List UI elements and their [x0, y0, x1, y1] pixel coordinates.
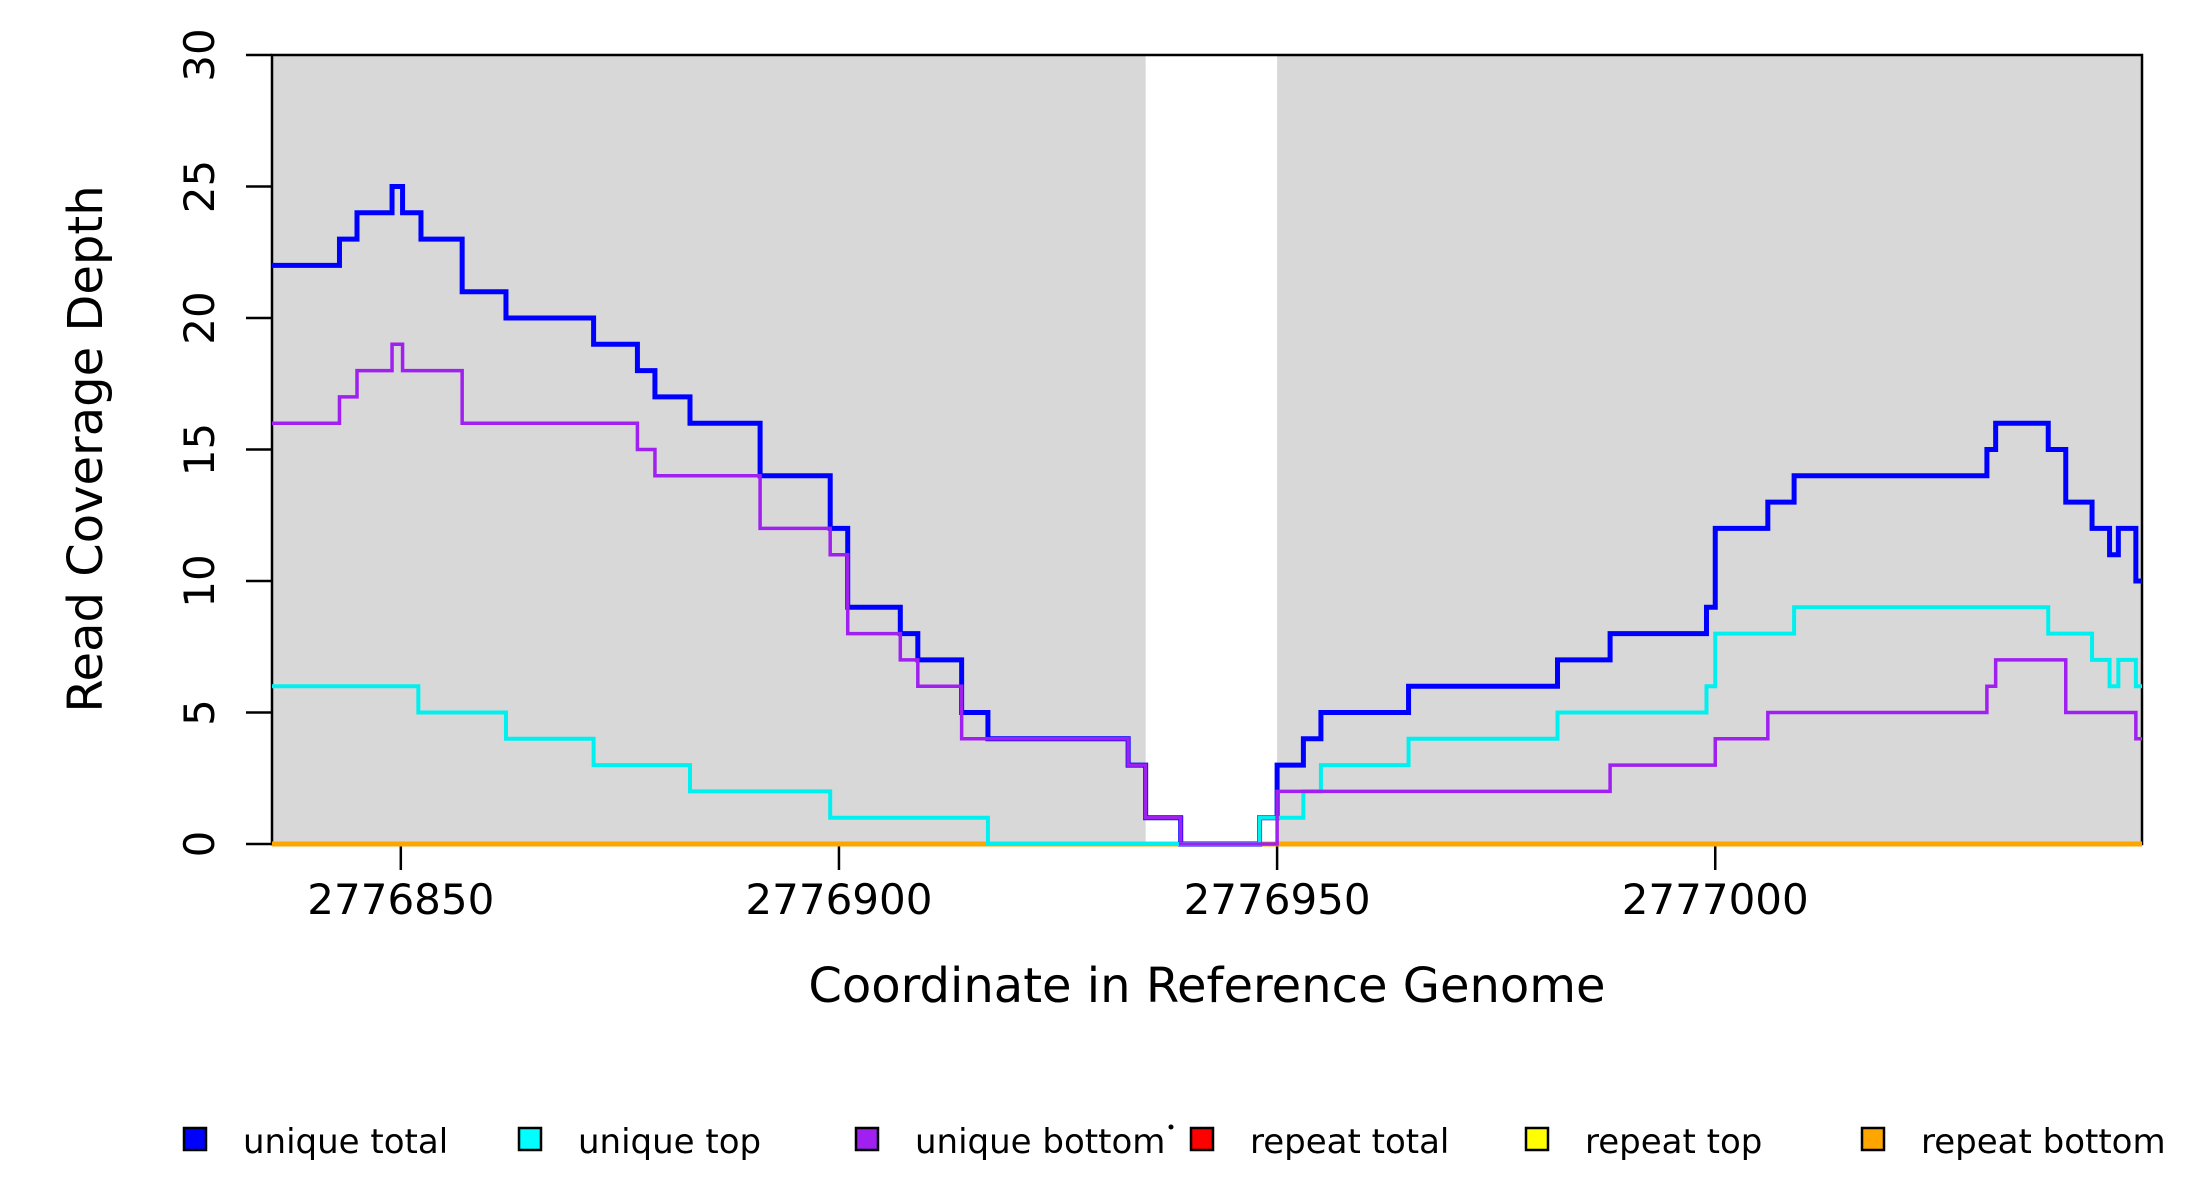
shaded-region-2	[1277, 55, 2142, 844]
y-tick-label: 25	[175, 160, 224, 213]
legend-swatch-unique-total	[182, 1126, 208, 1152]
x-tick-label: 2777000	[1622, 875, 1809, 924]
shaded-region-1	[272, 55, 1146, 844]
legend-label-repeat-top: repeat top	[1585, 1122, 1762, 1162]
x-tick-label: 2776900	[745, 875, 932, 924]
legend-label-unique-top: unique top	[578, 1122, 761, 1162]
unique bottom	[272, 342, 2142, 846]
y-tick-label: 0	[175, 831, 224, 858]
legend-swatch-unique-top	[517, 1126, 543, 1152]
legend-label-unique-bottom: unique bottom	[915, 1122, 1165, 1162]
legend-label-repeat-total: repeat total	[1250, 1122, 1449, 1162]
y-tick-label: 15	[175, 423, 224, 476]
legend-swatch-repeat-top	[1524, 1126, 1550, 1152]
y-tick-label: 5	[175, 699, 224, 726]
legend-swatch-repeat-total	[1189, 1126, 1215, 1152]
legend-swatch-unique-bottom	[854, 1126, 880, 1152]
x-tick-label: 2776850	[307, 875, 494, 924]
legend-label-repeat-bottom: repeat bottom	[1921, 1122, 2166, 1162]
legend-swatch-repeat-bottom	[1860, 1126, 1886, 1152]
legend-artifact-dot	[1168, 1124, 1174, 1130]
x-axis-title: Coordinate in Reference Genome	[808, 958, 1606, 1014]
legend-label-unique-total: unique total	[243, 1122, 448, 1162]
unique top	[272, 605, 2142, 846]
y-tick-label: 20	[175, 291, 224, 344]
x-tick-label: 2776950	[1184, 875, 1371, 924]
y-tick-label: 10	[175, 554, 224, 607]
y-axis-title: Read Coverage Depth	[58, 185, 114, 713]
y-tick-label: 30	[175, 28, 224, 81]
